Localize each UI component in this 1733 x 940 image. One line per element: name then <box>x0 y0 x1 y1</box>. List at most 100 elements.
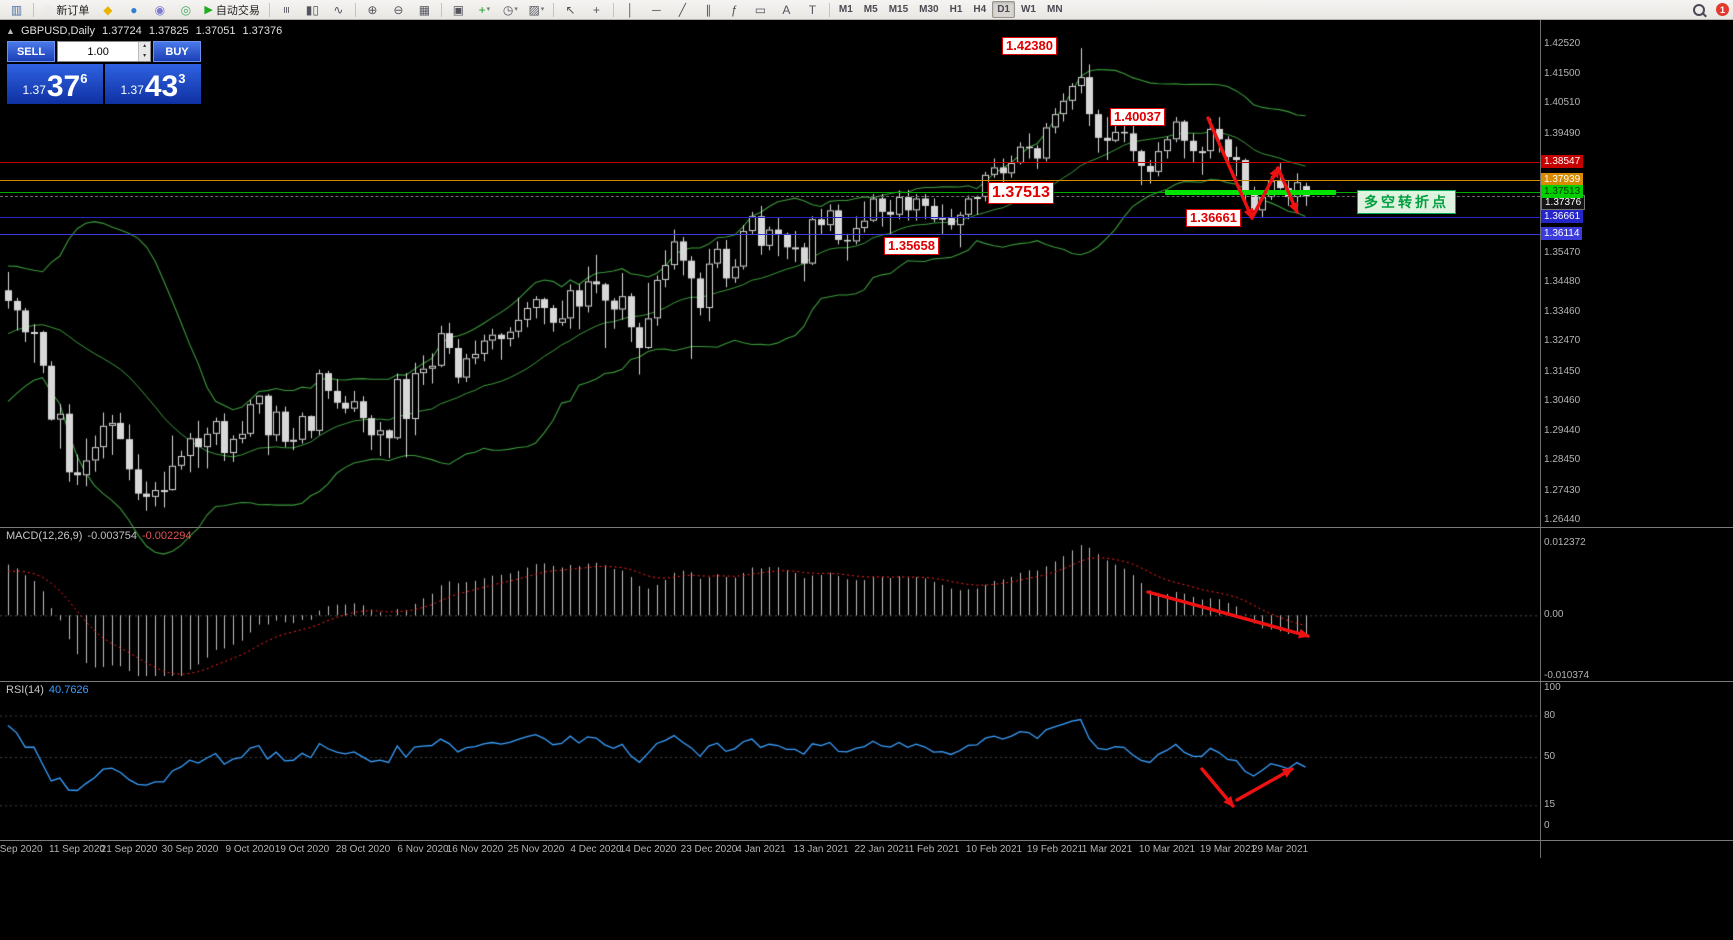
timeframe-m5-button[interactable]: M5 <box>863 4 878 15</box>
shapes-icon[interactable]: ▭ <box>748 0 773 19</box>
sell-price-button[interactable]: 1.37 37 6 <box>7 64 103 104</box>
buy-button[interactable]: BUY <box>153 41 201 62</box>
time-axis-label: 19 Oct 2020 <box>274 844 330 855</box>
price-tag-1.36661: 1.36661 <box>1541 210 1584 223</box>
fibonacci-icon[interactable]: ƒ <box>722 0 747 19</box>
time-axis-label: 9 Oct 2020 <box>225 844 275 855</box>
timeframe-m1-button[interactable]: M1 <box>838 4 853 15</box>
template-icon[interactable]: ▨ ▾ <box>524 0 549 19</box>
template-icon-caret: ▾ <box>540 5 545 13</box>
rsi-axis-label: 50 <box>1544 751 1556 762</box>
macd-label: MACD(12,26,9) -0.003754 -0.002294 <box>6 530 192 542</box>
price-tag-1.37513: 1.37513 <box>1541 185 1584 198</box>
toolbar-separator <box>612 2 614 17</box>
time-axis-label: 23 Dec 2020 <box>680 844 738 855</box>
level-line-1.38547[interactable] <box>0 162 1540 163</box>
timeframe-m15-button[interactable]: M15 <box>888 4 909 15</box>
ohlc-open: 1.37724 <box>102 25 142 37</box>
one-click-trading-panel: SELL ▴ ▾ BUY 1.37 37 6 1.37 43 3 <box>7 41 201 104</box>
cursor-icon-glyph: ↖ <box>565 2 576 17</box>
time-axis-label: 22 Jan 2021 <box>854 844 910 855</box>
expert-advisors-icon-glyph: ◎ <box>180 2 192 17</box>
price-callout-1.42380[interactable]: 1.42380 <box>1002 37 1057 56</box>
price-axis-label: 1.39490 <box>1544 128 1581 139</box>
search-icon[interactable] <box>1686 0 1711 19</box>
toolbar: ▥ ▤ 新订单 ◆ ● ◉ ◎ ▶ 自动交易 ≡ ▮▯ ∿ ⊕ ⊖ ▦ ▣ + ▾ ◷ ▾ ▨ ▾ ↖ + │ ─ ╱ ∥ ƒ ▭ A T M1… <box>0 0 1733 20</box>
arrange-windows-icon-glyph: ▣ <box>452 2 465 17</box>
zoom-out-icon-glyph: ⊖ <box>393 2 404 17</box>
price-callout-1.35658[interactable]: 1.35658 <box>884 237 939 256</box>
time-axis-label: 19 Mar 2021 <box>1199 844 1257 855</box>
fibonacci-icon-glyph: ƒ <box>731 2 738 17</box>
timeframe-h4-button[interactable]: H4 <box>973 4 987 15</box>
timeframe-h1-button[interactable]: H1 <box>949 4 963 15</box>
equidistant-channel-icon[interactable]: ∥ <box>696 0 721 19</box>
candlestick-chart-icon[interactable]: ▮▯ <box>300 0 325 19</box>
level-line-1.37939[interactable] <box>0 180 1540 181</box>
periods-icon[interactable]: ◷ ▾ <box>498 0 523 19</box>
panel-separator-rsi[interactable] <box>0 681 1733 682</box>
vertical-line-icon[interactable]: │ <box>618 0 643 19</box>
ohlc-high: 1.37825 <box>148 25 189 37</box>
new-chart-icon[interactable]: ▥ <box>4 0 29 19</box>
notification-badge[interactable]: 1 <box>1716 3 1729 16</box>
trendline-icon[interactable]: ╱ <box>670 0 695 19</box>
buy-price-button[interactable]: 1.37 43 3 <box>105 64 201 104</box>
expert-advisors-icon[interactable]: ◎ <box>173 0 198 19</box>
timeframe-d1-button[interactable]: D1 <box>992 1 1015 18</box>
price-axis-label: 1.30460 <box>1544 395 1581 406</box>
level-line-1.36661[interactable] <box>0 217 1540 218</box>
trendline-icon-glyph: ╱ <box>678 2 686 17</box>
panel-toggle-icon[interactable]: ▲ <box>6 26 15 36</box>
timeframe-mn-button[interactable]: MN <box>1046 4 1063 15</box>
volume-down-button[interactable]: ▾ <box>139 51 150 61</box>
autotrade-button[interactable]: ▶ 自动交易 <box>199 1 264 18</box>
level-line-1.37376[interactable] <box>0 196 1540 197</box>
indicators-add-icon[interactable]: + ▾ <box>472 0 497 19</box>
bar-chart-icon[interactable]: ≡ <box>274 0 299 19</box>
new-order-button[interactable]: ▤ 新订单 <box>38 1 94 18</box>
price-axis-separator <box>1540 20 1541 858</box>
timeframe-m30-button[interactable]: M30 <box>919 4 939 15</box>
text-icon[interactable]: A <box>774 0 799 19</box>
level-line-1.37513[interactable] <box>0 192 1540 193</box>
volume-input[interactable] <box>58 42 139 61</box>
level-line-1.36114[interactable] <box>0 234 1540 235</box>
periods-icon-caret: ▾ <box>514 5 518 13</box>
text-icon-glyph: A <box>782 2 791 17</box>
cursor-icon[interactable]: ↖ <box>558 0 583 19</box>
text-label-icon[interactable]: T <box>800 0 825 19</box>
zoom-out-icon[interactable]: ⊖ <box>386 0 411 19</box>
zoom-in-icon[interactable]: ⊕ <box>360 0 385 19</box>
rsi-label: RSI(14) 40.7626 <box>6 684 89 696</box>
support-segment[interactable] <box>1165 190 1336 195</box>
volume-up-button[interactable]: ▴ <box>139 42 150 52</box>
crosshair-icon[interactable]: + <box>584 0 609 19</box>
new-chart-icon-glyph: ▥ <box>10 2 23 17</box>
arrange-windows-icon[interactable]: ▣ <box>446 0 471 19</box>
price-axis-label: 1.34480 <box>1544 276 1581 287</box>
price-callout-1.36661[interactable]: 1.36661 <box>1186 209 1241 228</box>
price-callout-1.37513[interactable]: 1.37513 <box>988 182 1054 204</box>
price-callout-1.40037[interactable]: 1.40037 <box>1110 108 1165 127</box>
search-icon <box>1692 3 1705 16</box>
metaeditor-icon[interactable]: ◆ <box>95 0 120 19</box>
price-axis-label: 1.41500 <box>1544 68 1581 79</box>
line-chart-icon[interactable]: ∿ <box>326 0 351 19</box>
timeframe-w1-button[interactable]: W1 <box>1020 4 1036 15</box>
time-axis-label: 29 Mar 2021 <box>1251 844 1309 855</box>
price-axis-label: 1.29440 <box>1544 425 1581 436</box>
crosshair-icon-glyph: + <box>592 2 600 17</box>
turning-point-label[interactable]: 多空转折点 <box>1357 190 1456 214</box>
symbol-name: GBPUSD,Daily <box>20 25 95 37</box>
sell-button[interactable]: SELL <box>7 41 55 62</box>
macd-value: -0.003754 <box>87 530 137 542</box>
panel-separator-macd[interactable] <box>0 527 1733 528</box>
horizontal-line-icon[interactable]: ─ <box>644 0 669 19</box>
market-watch-icon[interactable]: ● <box>121 0 146 19</box>
toolbar-separator <box>33 2 34 17</box>
grid-icon[interactable]: ▦ <box>412 0 437 19</box>
data-window-icon[interactable]: ◉ <box>147 0 172 19</box>
market-watch-icon-glyph: ● <box>130 2 138 17</box>
